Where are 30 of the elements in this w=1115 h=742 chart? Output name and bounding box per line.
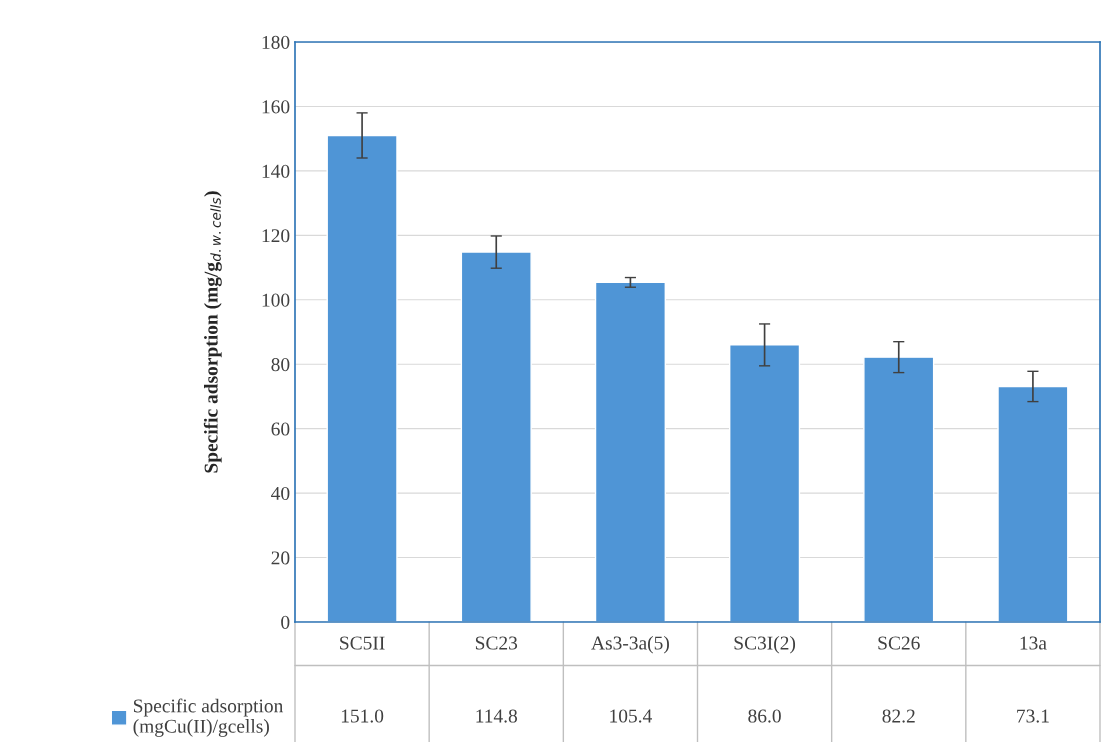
x-tick-label: 13a [1020, 636, 1047, 650]
y-tick-label: 0 [281, 615, 290, 629]
legend-label: Specific adsorption (mgCu(II)/gcells) [133, 698, 284, 737]
y-tick-label: 140 [262, 164, 290, 178]
data-label: 105.4 [610, 709, 652, 723]
y-axis-title: Specific adsorption (mg/g$_{d.w.cells}$) [203, 191, 222, 473]
x-tick-label: SC3I(2) [734, 635, 796, 654]
y-tick-label: 160 [262, 100, 290, 114]
y-tick-label: 80 [271, 358, 290, 372]
data-label: 86.0 [748, 709, 781, 723]
x-tick-label: SC26 [878, 636, 920, 650]
data-label: 151.0 [341, 709, 384, 723]
bar [863, 356, 935, 622]
y-tick-label: 20 [271, 551, 290, 565]
y-tick-label: 120 [262, 229, 290, 243]
y-tick-label: 180 [262, 35, 290, 49]
bar [460, 251, 532, 622]
y-tick-label: 40 [271, 486, 290, 501]
y-tick-label: 100 [262, 293, 290, 307]
x-tick-label: SC23 [475, 636, 518, 650]
bar [997, 385, 1069, 622]
y-tick-label: 60 [271, 422, 290, 436]
x-tick-label: SC5II [340, 636, 385, 650]
bar [326, 134, 398, 622]
data-label: 82.2 [882, 709, 915, 723]
bar [594, 281, 666, 622]
bar [729, 344, 801, 622]
data-label: 114.8 [476, 709, 518, 723]
x-tick-label: As3-3a(5) [591, 635, 669, 654]
data-label: 73.1 [1017, 709, 1049, 723]
